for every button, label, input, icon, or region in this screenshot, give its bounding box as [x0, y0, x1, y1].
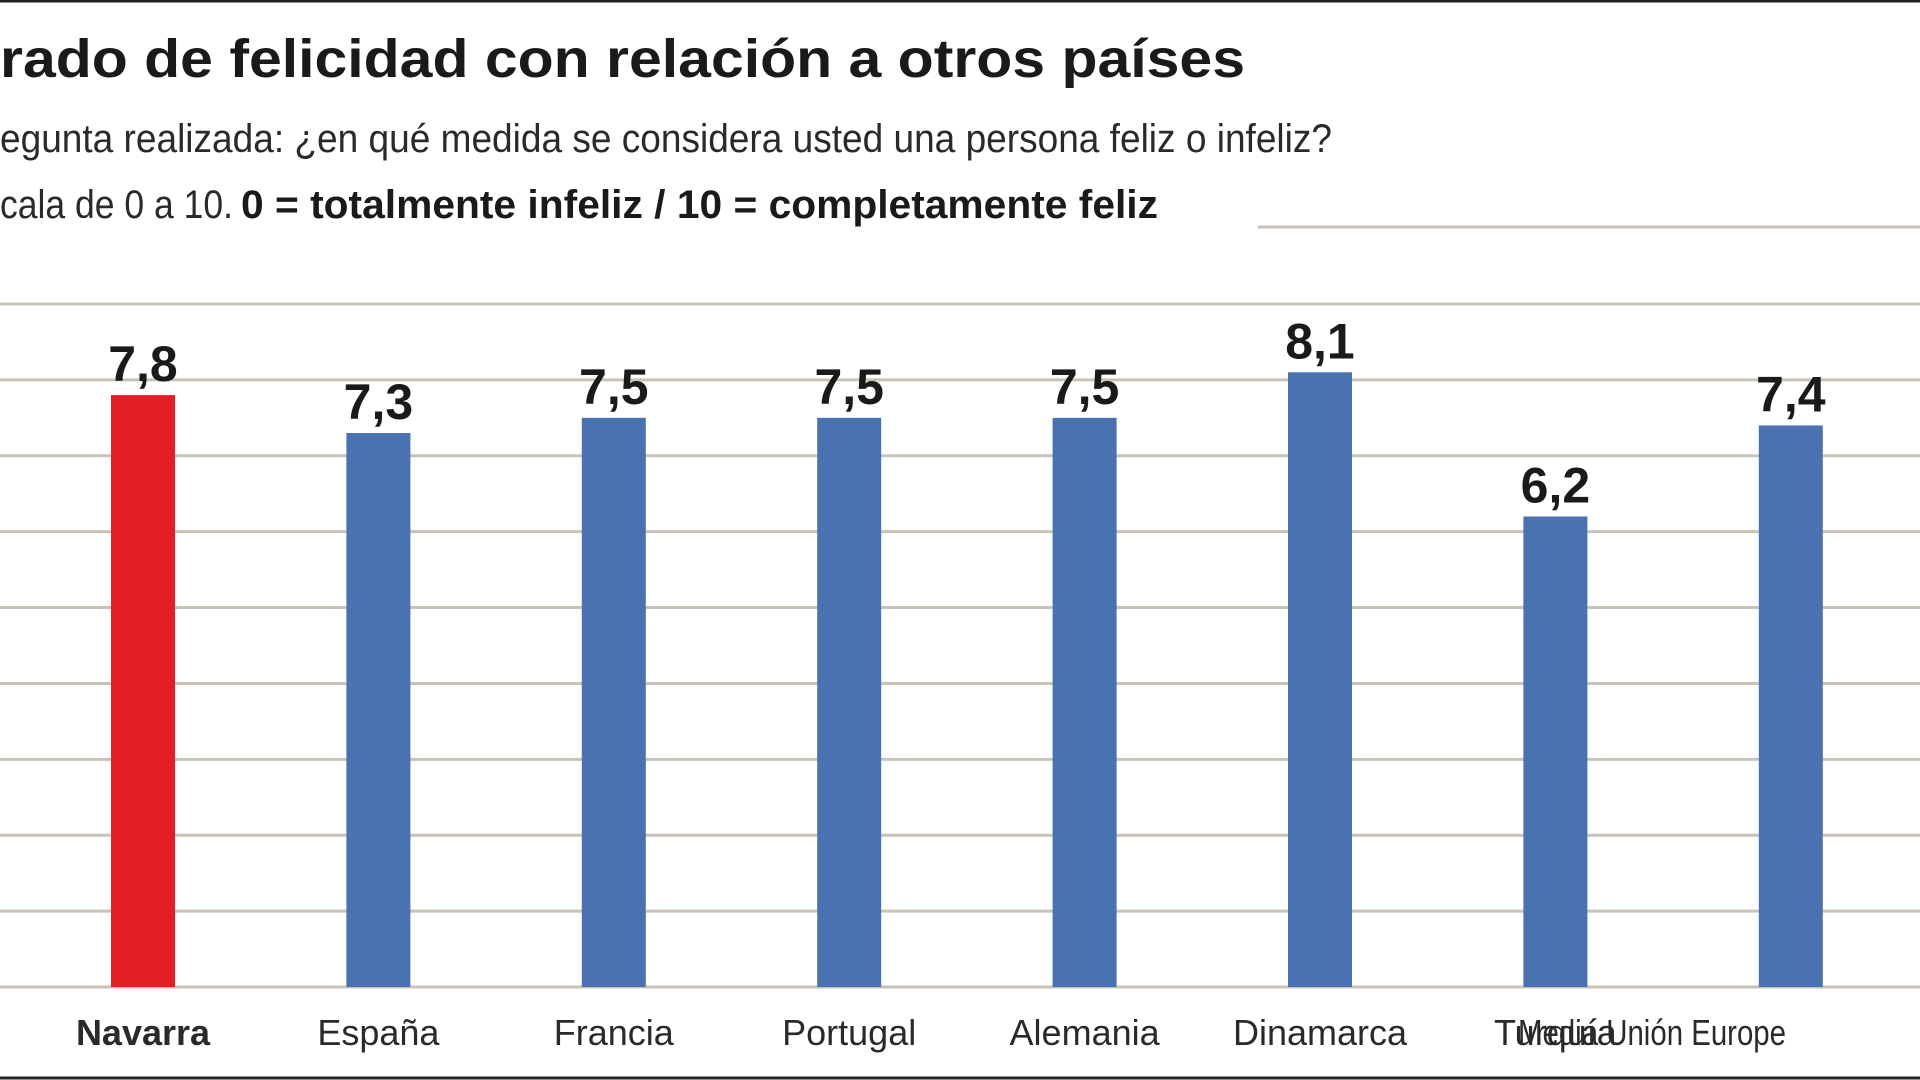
- bar: [111, 395, 175, 988]
- chart-title: rado de felicidad con relación a otros p…: [0, 29, 1245, 89]
- x-tick-label: Francia: [554, 1012, 675, 1053]
- bar: [1758, 425, 1823, 987]
- value-label: 7,5: [1050, 359, 1120, 415]
- x-tick-label: Navarra: [76, 1012, 211, 1053]
- chart-subtitle: egunta realizada: ¿en qué medida se cons…: [0, 117, 1332, 161]
- value-label: 8,1: [1285, 313, 1355, 369]
- x-tick-label: Portugal: [782, 1012, 916, 1053]
- bar: [817, 417, 882, 987]
- value-label: 7,5: [579, 359, 649, 415]
- value-label: 7,3: [344, 374, 414, 430]
- x-tick-label: Alemania: [1010, 1012, 1161, 1053]
- x-tick-label: Turquía: [1494, 1012, 1618, 1053]
- value-label: 6,2: [1521, 457, 1591, 513]
- value-label: 7,5: [814, 359, 884, 415]
- value-label: 7,4: [1756, 366, 1826, 422]
- x-tick-label: Dinamarca: [1233, 1012, 1408, 1053]
- chart-note: cala de 0 a 10.: [0, 183, 233, 227]
- bar: [346, 433, 411, 987]
- bar: [1052, 417, 1117, 987]
- bar: [1523, 516, 1588, 987]
- value-label: 7,8: [108, 336, 178, 392]
- x-tick-label: España: [317, 1012, 440, 1053]
- bar: [581, 417, 646, 987]
- x-tick-label: Media Unión Europe: [1518, 1012, 1786, 1053]
- chart-note-bold: 0 = totalmente infeliz / 10 = completame…: [241, 183, 1158, 227]
- bar: [1288, 372, 1352, 987]
